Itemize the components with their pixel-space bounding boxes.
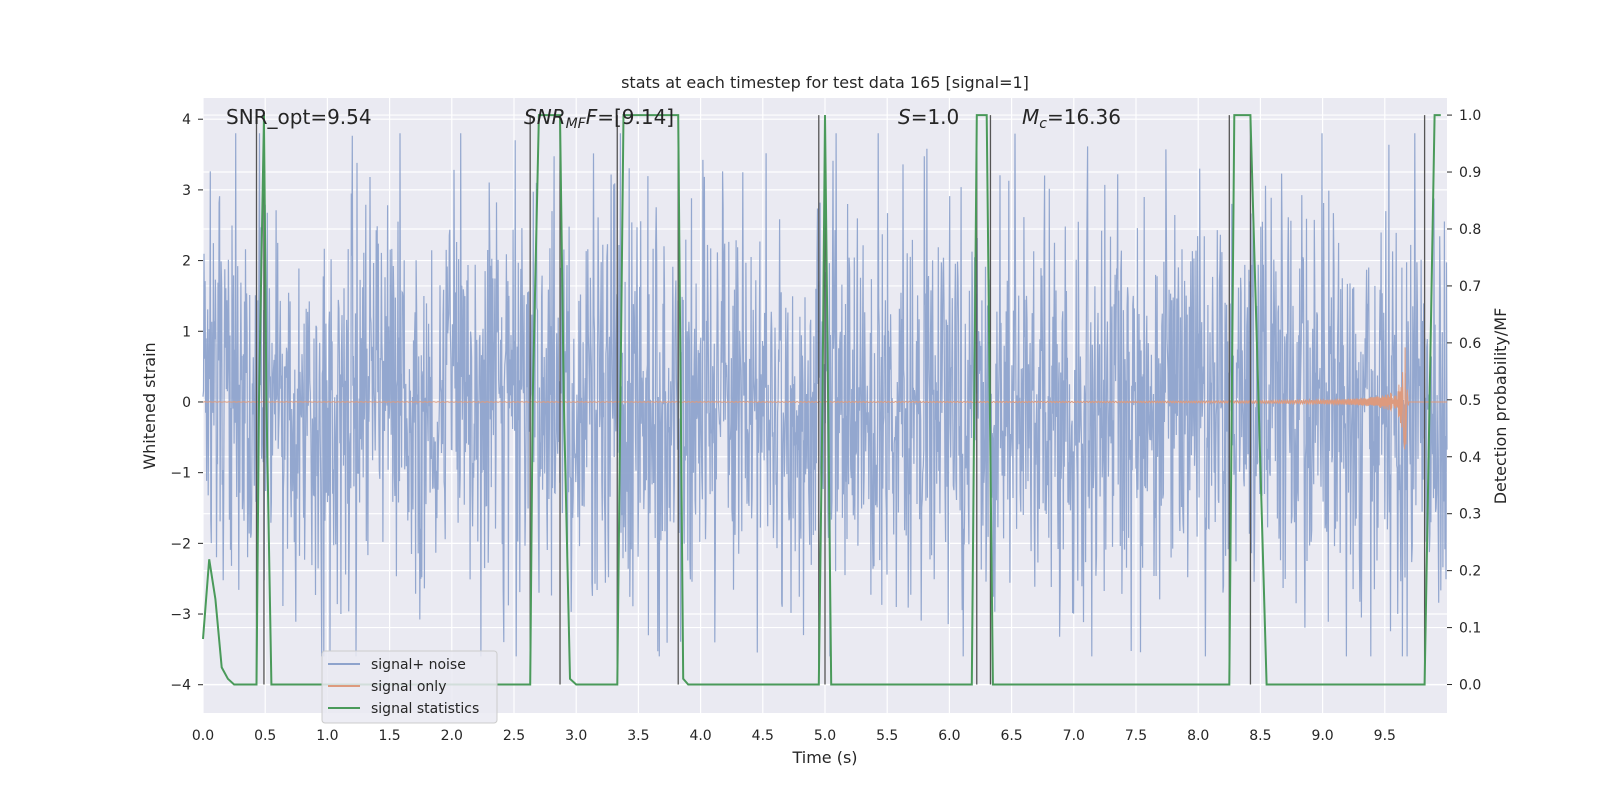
y-right-tick-label: 0.3 [1459,507,1481,523]
x-tick-label: 9.0 [1311,728,1333,744]
x-tick-label: 6.0 [938,728,960,744]
x-tick-label: 8.5 [1249,728,1271,744]
x-tick-label: 4.5 [752,728,774,744]
y-right-tick-labels: 1.0 0.9 0.8 0.7 0.6 0.5 0.4 0.3 0.2 0.1 0.0 [1447,108,1481,694]
annotation-s-value: =1.0 [911,105,960,129]
x-tick-label: 0.5 [254,728,276,744]
y-right-tick-label: 0.9 [1459,165,1481,181]
y-axis-label-right: Detection probability/MF [1491,308,1510,505]
annotation-mc-value: =16.36 [1047,105,1121,129]
legend-label-signal-statistics: signal statistics [371,701,479,717]
legend-label-signal-noise: signal+ noise [371,657,466,673]
x-tick-labels: 0.0 0.5 1.0 1.5 2.0 2.5 3.0 3.5 4.0 4.5 5.0 5.5 6.0 6… [192,728,1396,744]
y-left-tick-label: −4 [170,678,191,694]
annotation-mc: Mc=16.36 [1022,105,1121,132]
y-left-tick-label: −3 [170,607,191,623]
x-tick-label: 0.0 [192,728,214,744]
y-left-tick-label: 3 [182,183,191,199]
y-left-tick-label: −1 [170,466,191,482]
x-tick-label: 2.0 [441,728,463,744]
x-tick-label: 3.0 [565,728,587,744]
y-right-tick-label: 0.0 [1459,678,1481,694]
x-axis-label: Time (s) [791,748,857,767]
y-left-tick-labels: 4 3 2 1 0 −1 −2 −3 −4 [170,112,203,694]
y-right-tick-label: 0.5 [1459,393,1481,409]
annotation-s-symbol: S [898,105,911,129]
y-left-tick-label: −2 [170,536,191,552]
y-right-tick-label: 0.6 [1459,336,1481,352]
chart-title: stats at each timestep for test data 165… [621,73,1029,92]
annotation-snr-opt: SNR_opt=9.54 [226,105,372,129]
signal-statistics-series [202,114,1441,686]
y-left-tick-label: 0 [182,395,191,411]
x-tick-label: 1.0 [316,728,338,744]
y-left-tick-label: 2 [182,254,191,270]
y-right-tick-label: 0.4 [1459,450,1481,466]
y-right-tick-label: 0.1 [1459,621,1481,637]
y-axis-label-left: Whitened strain [140,342,159,469]
annotation-mc-symbol: M [1022,105,1039,129]
legend-label-signal-only: signal only [371,679,446,695]
x-tick-label: 1.5 [378,728,400,744]
x-tick-label: 4.0 [689,728,711,744]
annotation-snr-mf: SNRMFF=[9.14] [524,105,674,132]
y-right-tick-label: 0.8 [1459,222,1481,238]
y-right-tick-label: 1.0 [1459,108,1481,124]
x-tick-label: 8.0 [1187,728,1209,744]
x-tick-label: 6.5 [1000,728,1022,744]
annotation-mc-subscript: c [1039,116,1047,132]
x-tick-label: 2.5 [503,728,525,744]
annotation-snr-mf-F: F [586,105,598,129]
signal-statistics-line [202,114,1441,686]
x-tick-label: 5.0 [814,728,836,744]
x-tick-label: 7.0 [1063,728,1085,744]
annotation-snr-mf-subscript: MF [566,116,587,132]
annotation-snr-mf-symbol: SNR [524,105,566,129]
x-tick-label: 5.5 [876,728,898,744]
legend-box [321,650,498,724]
x-tick-label: 9.5 [1374,728,1396,744]
y-right-tick-label: 0.2 [1459,564,1481,580]
legend: signal+ noise signal only signal statist… [321,650,498,724]
y-left-tick-label: 1 [182,324,191,340]
annotation-snr-mf-value: =[9.14] [597,105,674,129]
x-tick-label: 7.5 [1125,728,1147,744]
annotation-s: S=1.0 [898,105,959,129]
y-left-tick-label: 4 [182,112,191,128]
x-tick-label: 3.5 [627,728,649,744]
y-right-tick-label: 0.7 [1459,279,1481,295]
